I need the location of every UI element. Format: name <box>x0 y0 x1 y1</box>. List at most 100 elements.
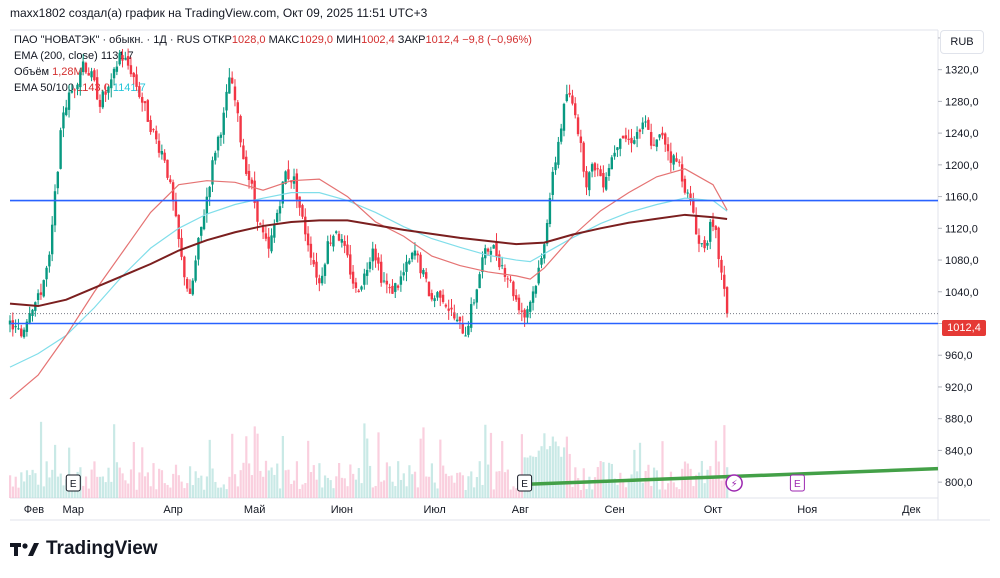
candle-body <box>399 276 403 285</box>
volume-bar <box>689 468 692 498</box>
candle-body <box>576 117 580 135</box>
volume-bar <box>616 484 619 498</box>
volume-bar <box>298 488 301 498</box>
volume-bar <box>149 486 152 498</box>
x-tick-label: Апр <box>163 504 182 516</box>
tradingview-logo[interactable]: TradingView <box>10 538 158 560</box>
volume-bar <box>425 476 428 498</box>
volume-bar <box>222 484 225 498</box>
volume-bar <box>546 449 549 498</box>
y-tick-label: 960,0 <box>945 350 973 362</box>
volume-bar <box>498 471 501 498</box>
candle-body <box>447 308 450 311</box>
candle-body <box>306 233 310 246</box>
candle-body <box>110 79 113 89</box>
candle-body <box>270 235 273 252</box>
candle-body <box>413 250 417 256</box>
candle-body <box>236 102 239 114</box>
volume-bar <box>231 433 234 498</box>
volume-bar <box>14 476 17 498</box>
candle-body <box>709 221 712 242</box>
candle-body <box>264 233 268 239</box>
volume-bar <box>172 473 175 498</box>
candle-body <box>287 169 290 180</box>
volume-bar <box>627 478 630 498</box>
volume-bar <box>503 472 507 498</box>
candle-body <box>672 155 675 165</box>
dividend-event-marker <box>725 474 743 492</box>
volume-bar <box>669 471 673 498</box>
volume-bar <box>484 424 487 498</box>
candle-body <box>267 236 270 249</box>
volume-bar <box>166 484 169 498</box>
candle-body <box>717 227 720 260</box>
candle-body <box>666 144 670 152</box>
volume-bar <box>346 486 349 498</box>
volume-bar <box>405 486 408 498</box>
candle-body <box>253 180 256 203</box>
volume-bar <box>481 484 484 498</box>
x-tick-label: Июн <box>331 504 353 516</box>
candle-body <box>430 293 434 300</box>
volume-bar <box>402 473 405 498</box>
volume-bar <box>335 476 338 498</box>
candle-body <box>191 280 194 295</box>
volume-bar <box>287 469 290 498</box>
candle-body <box>17 328 20 330</box>
volume-bar <box>96 476 99 498</box>
volume-bar <box>591 489 594 498</box>
volume-bar <box>135 489 138 498</box>
volume-bar <box>267 470 270 498</box>
volume-bar <box>383 480 386 498</box>
candle-body <box>146 100 149 122</box>
candle-body <box>295 173 299 200</box>
volume-bar <box>141 447 144 498</box>
x-tick-label: Дек <box>902 504 921 516</box>
volume-bar <box>143 476 147 498</box>
candle-body <box>585 171 588 188</box>
candle-body <box>335 231 338 233</box>
candle-body <box>118 52 121 65</box>
volume-bar <box>53 444 57 498</box>
volume-bar <box>456 472 459 498</box>
volume-bar <box>644 470 647 498</box>
volume-bar <box>540 446 543 498</box>
volume-bar <box>366 438 369 498</box>
legend-volume-row[interactable]: Объём 1,28M <box>14 64 532 80</box>
candle-body <box>160 151 164 155</box>
volume-bar <box>248 463 251 498</box>
candle-body <box>635 132 639 139</box>
candle-body <box>171 182 175 202</box>
candle-body <box>143 101 147 104</box>
legend-ema50100-row[interactable]: EMA 50/100 1143,0 1141,7 <box>14 80 532 96</box>
candle-body <box>152 129 155 131</box>
y-tick-label: 1040,0 <box>945 287 979 299</box>
candle-body <box>486 248 490 252</box>
volume-bar <box>675 487 678 498</box>
candle-body <box>149 120 152 132</box>
candle-body <box>112 68 116 79</box>
volume-bar <box>169 487 172 498</box>
volume-bar <box>295 461 299 498</box>
earnings-event-label: E <box>521 479 528 490</box>
candle-body <box>326 241 329 264</box>
volume-bar <box>478 461 481 498</box>
candle-body <box>177 214 180 240</box>
volume-bar <box>571 486 574 498</box>
volume-bar <box>692 486 695 498</box>
volume-bar <box>56 476 60 498</box>
legend-ohlc-row[interactable]: ПАО "НОВАТЭК" · обыкн. · 1Д · RUS ОТКР10… <box>14 32 532 48</box>
candle-body <box>692 198 695 213</box>
volume-bar <box>163 483 166 498</box>
legend-symbol[interactable]: ПАО "НОВАТЭК" · обыкн. · 1Д · RUS <box>14 34 200 46</box>
earnings-event-marker <box>789 474 805 492</box>
candle-body <box>278 206 282 214</box>
currency-button[interactable]: RUB <box>940 30 984 54</box>
volume-bar <box>509 489 512 498</box>
volume-bar <box>87 488 90 498</box>
candle-body <box>613 152 616 157</box>
volume-bar <box>399 479 403 498</box>
volume-bar <box>68 447 71 498</box>
volume-bar <box>554 441 557 498</box>
